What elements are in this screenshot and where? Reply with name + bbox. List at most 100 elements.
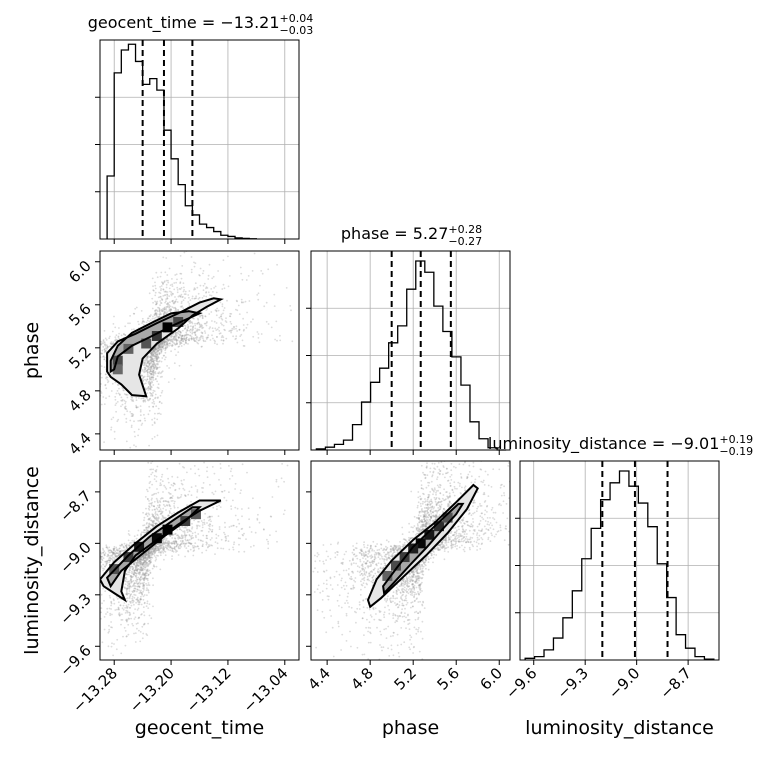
sample-point [160, 350, 163, 353]
sample-point [189, 319, 192, 322]
sample-point [199, 248, 201, 250]
sample-point [129, 575, 132, 578]
sample-point [152, 350, 155, 353]
sample-point [182, 338, 185, 341]
sample-point [152, 355, 155, 357]
sample-point [163, 517, 165, 520]
sample-point [224, 320, 227, 322]
sample-point [128, 600, 131, 603]
sample-point [112, 598, 115, 600]
sample-point [155, 348, 158, 351]
sample-point [89, 578, 91, 580]
sample-point [84, 375, 86, 377]
sample-point [186, 504, 189, 507]
sample-point [217, 309, 220, 312]
sample-point [76, 380, 78, 382]
sample-point [106, 560, 108, 562]
sample-point [175, 354, 177, 357]
sample-points [87, 451, 289, 657]
sample-point [160, 391, 163, 394]
sample-point [142, 454, 144, 456]
sample-point [193, 261, 195, 264]
sample-point [185, 338, 188, 341]
sample-point [136, 565, 138, 568]
sample-point [166, 297, 169, 300]
sample-point [183, 545, 186, 548]
sample-point [115, 595, 118, 598]
sample-point [137, 428, 140, 431]
sample-point [172, 338, 175, 341]
sample-point [153, 363, 155, 366]
sample-point [147, 525, 150, 527]
sample-point [178, 341, 181, 344]
sample-point [231, 327, 234, 330]
sample-point [196, 328, 199, 331]
sample-point [120, 399, 123, 402]
x-tick-label: −9.0 [605, 664, 643, 702]
sample-point [193, 331, 196, 334]
sample-point [155, 377, 157, 380]
sample-point [197, 342, 200, 345]
sample-point [216, 328, 219, 331]
sample-point [125, 572, 127, 575]
sample-point [169, 342, 172, 345]
sample-point [217, 515, 220, 517]
sample-point [157, 355, 160, 358]
sample-point [166, 342, 169, 345]
sample-point [179, 343, 181, 346]
sample-point [89, 618, 91, 620]
sample-point [179, 544, 182, 546]
sample-point [212, 275, 215, 278]
panel-content [50, 248, 294, 456]
sample-point [208, 313, 211, 315]
sample-point [149, 561, 152, 563]
sample-point [144, 529, 147, 532]
sample-point [155, 355, 157, 358]
sample-point [158, 315, 161, 318]
sample-point [187, 325, 190, 328]
sample-point [184, 327, 187, 330]
sample-point [158, 401, 161, 404]
sample-point [149, 370, 152, 372]
sample-point [185, 339, 187, 342]
sample-point [130, 412, 133, 415]
sample-point [179, 540, 182, 542]
sample-point [153, 313, 156, 316]
sample-point [147, 382, 150, 385]
sample-point [158, 349, 161, 351]
sample-point [114, 336, 117, 338]
sample-point [191, 322, 194, 325]
sample-point [200, 323, 203, 326]
sample-point [145, 558, 148, 561]
sample-point [140, 567, 143, 569]
sample-point [174, 333, 177, 336]
sample-point [179, 282, 182, 285]
sample-point [167, 281, 170, 284]
sample-point [148, 362, 151, 365]
sample-point [220, 451, 222, 453]
sample-point [166, 500, 169, 503]
sample-point [160, 313, 162, 315]
sample-point [167, 491, 170, 494]
sample-point [128, 590, 131, 592]
sample-point [50, 452, 52, 454]
sample-point [159, 513, 162, 516]
sample-point [219, 332, 222, 334]
sample-point [242, 301, 245, 304]
sample-point [245, 279, 248, 281]
sample-point [161, 346, 164, 349]
sample-point [87, 586, 89, 588]
sample-point [131, 415, 134, 417]
sample-point [146, 362, 149, 364]
sample-point [142, 587, 144, 590]
sample-point [187, 333, 190, 336]
sample-point [103, 403, 106, 405]
sample-point [149, 377, 151, 379]
sample-point [149, 368, 152, 371]
sample-point [146, 568, 149, 571]
sample-point [135, 598, 138, 601]
sample-point [147, 551, 150, 553]
sample-point [237, 304, 240, 307]
sample-point [133, 563, 136, 566]
sample-point [253, 252, 256, 255]
